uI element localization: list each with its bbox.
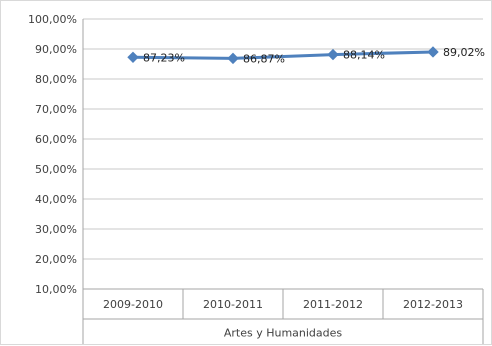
x-tick-label: 2011-2012 [303,298,363,311]
data-point-marker [427,46,439,58]
x-group-label: Artes y Humanidades [224,327,343,340]
y-tick-label: 50,00% [35,163,77,176]
data-point-marker [127,51,139,64]
data-label: 87,23% [143,51,185,64]
x-tick-label: 2009-2010 [103,298,163,311]
y-tick-label: 20,00% [35,253,77,266]
y-tick-label: 70,00% [35,103,77,116]
y-tick-label: 10,00% [35,283,77,296]
series-line [132,50,434,60]
y-tick-label: 30,00% [35,223,77,236]
data-label: 88,14% [343,49,385,62]
y-tick-label: 40,00% [35,193,77,206]
data-point-marker [327,48,339,61]
data-point-marker [227,52,239,65]
y-tick-label: 80,00% [35,73,77,86]
y-tick-label: 100,00% [28,13,77,26]
y-tick-label: 60,00% [35,133,77,146]
data-label: 89,02% [443,46,485,59]
data-label: 86,87% [243,52,285,65]
y-tick-label: 90,00% [35,43,77,56]
x-tick-label: 2010-2011 [203,298,263,311]
x-tick-label: 2012-2013 [403,298,463,311]
